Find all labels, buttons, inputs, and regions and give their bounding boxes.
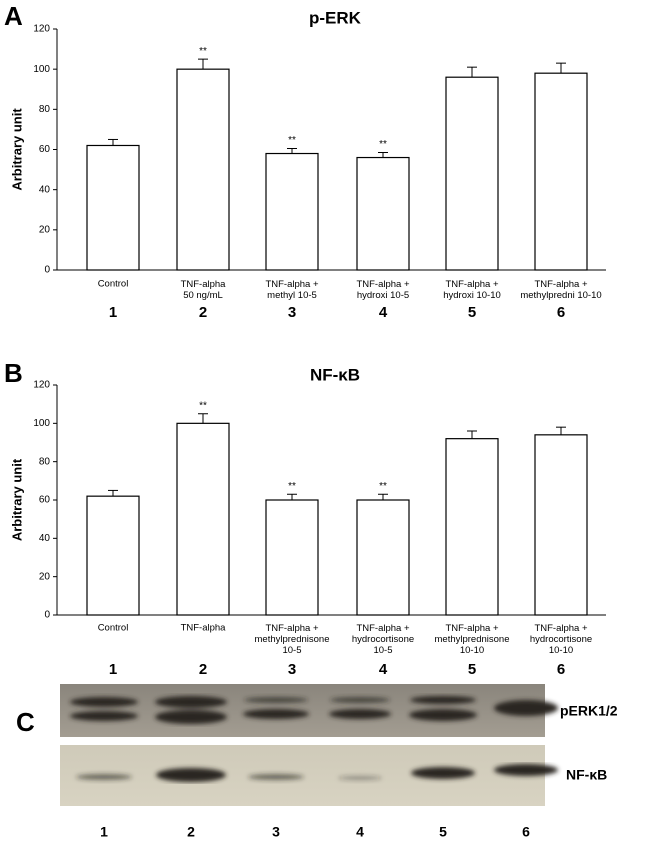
bar — [265, 152, 319, 271]
bar — [534, 72, 588, 271]
bar — [445, 76, 499, 271]
y-tick-label: 120 — [33, 24, 50, 35]
x-tick-label: TNF-alpha + methylpredni 10-10 — [520, 279, 601, 301]
lane-number: 6 — [557, 304, 565, 321]
x-tick-label: TNF-alpha + methylprednisone 10-10 — [435, 623, 510, 656]
x-tick-label: TNF-alpha 50 ng/mL — [181, 279, 227, 301]
bar — [176, 68, 230, 271]
chart-title: p-ERK — [309, 8, 362, 27]
y-tick-label: 60 — [39, 495, 51, 506]
y-tick-label: 40 — [39, 184, 51, 195]
panel-label: B — [4, 358, 23, 388]
significance-marker: ** — [288, 135, 296, 146]
blot-lane-number: 2 — [187, 824, 195, 840]
bar — [356, 499, 410, 616]
bar — [265, 499, 319, 616]
panel-label: C — [16, 707, 35, 737]
y-tick-label: 100 — [33, 64, 50, 75]
bar — [86, 144, 140, 271]
x-tick-label: TNF-alpha + hydrocortisone 10-5 — [352, 623, 414, 656]
x-tick-label: TNF-alpha + hydrocortisone 10-10 — [530, 623, 592, 656]
y-tick-label: 120 — [33, 380, 50, 391]
lane-number: 3 — [288, 661, 296, 678]
lane-number: 2 — [199, 304, 207, 321]
lane-number: 3 — [288, 304, 296, 321]
y-tick-label: 100 — [33, 418, 50, 429]
chart-title: NF-κB — [310, 365, 360, 384]
significance-marker: ** — [288, 481, 296, 492]
bar — [176, 422, 230, 616]
y-tick-label: 20 — [39, 224, 51, 235]
lane-number: 1 — [109, 661, 117, 678]
x-tick-label: Control — [98, 623, 129, 634]
lane-number: 6 — [557, 661, 565, 678]
y-tick-label: 40 — [39, 533, 51, 544]
x-tick-label: TNF-alpha + methylprednisone 10-5 — [255, 623, 330, 656]
lane-number: 2 — [199, 661, 207, 678]
significance-marker: ** — [379, 481, 387, 492]
y-tick-label: 80 — [39, 456, 51, 467]
x-tick-label: TNF-alpha — [181, 623, 227, 634]
panel-label: A — [4, 1, 23, 31]
blot-row-label: pERK1/2 — [560, 703, 618, 719]
lane-number: 5 — [468, 304, 476, 321]
lane-number: 5 — [468, 661, 476, 678]
lane-number: 4 — [379, 304, 388, 321]
significance-marker: ** — [379, 139, 387, 150]
bar — [356, 156, 410, 271]
significance-marker: ** — [199, 400, 207, 411]
y-axis-label: Arbitrary unit — [9, 458, 24, 541]
blot-lane-number: 6 — [522, 824, 530, 840]
blot-images — [60, 684, 558, 806]
bar — [534, 434, 588, 616]
y-tick-label: 80 — [39, 104, 51, 115]
blot-lane-number: 4 — [356, 824, 364, 840]
blot-lane-number: 1 — [100, 824, 108, 840]
lane-number: 4 — [379, 661, 388, 678]
x-tick-label: TNF-alpha + methyl 10-5 — [265, 279, 319, 301]
blot-lane-number: 5 — [439, 824, 447, 840]
x-tick-label: TNF-alpha + hydroxi 10-10 — [443, 279, 501, 301]
y-tick-label: 0 — [44, 610, 50, 621]
y-axis-label: Arbitrary unit — [9, 108, 24, 191]
y-tick-label: 60 — [39, 144, 51, 155]
significance-marker: ** — [199, 46, 207, 57]
blot-row-label: NF-κB — [566, 767, 607, 783]
bar — [86, 495, 140, 616]
lane-number: 1 — [109, 304, 117, 321]
x-tick-label: Control — [98, 279, 129, 290]
x-tick-label: TNF-alpha + hydroxi 10-5 — [356, 279, 410, 301]
y-tick-label: 0 — [44, 265, 50, 276]
bar — [445, 438, 499, 616]
blot-lane-number: 3 — [272, 824, 280, 840]
y-tick-label: 20 — [39, 571, 51, 582]
